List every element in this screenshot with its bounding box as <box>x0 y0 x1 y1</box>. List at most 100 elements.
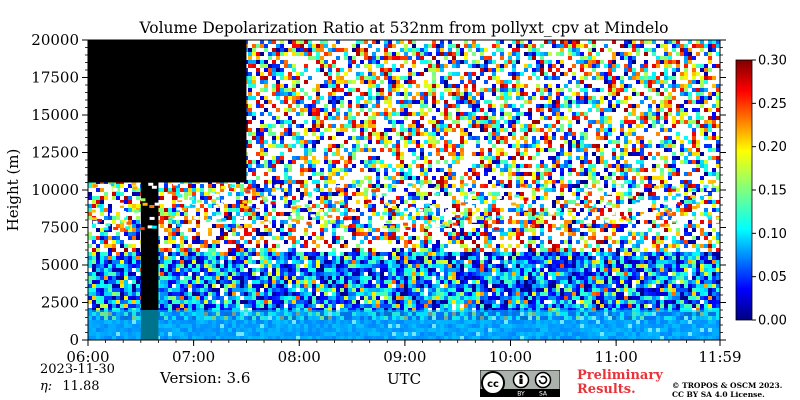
noise-cell <box>136 248 140 252</box>
noise-cell <box>276 136 280 140</box>
noise-cell <box>184 260 188 264</box>
noise-cell <box>452 204 456 208</box>
noise-cell <box>304 108 308 112</box>
noise-cell <box>420 276 424 280</box>
noise-cell <box>336 168 340 172</box>
noise-cell <box>348 92 352 96</box>
noise-cell <box>404 240 408 244</box>
noise-cell <box>208 188 212 192</box>
noise-cell <box>388 208 392 212</box>
noise-cell <box>476 124 480 128</box>
noise-cell <box>288 72 292 76</box>
noise-cell <box>252 196 256 200</box>
noise-cell <box>452 64 456 68</box>
noise-cell <box>340 288 344 292</box>
noise-cell <box>476 232 480 236</box>
noise-cell <box>280 268 284 272</box>
noise-cell <box>264 76 268 80</box>
noise-cell <box>124 188 128 192</box>
noise-cell <box>412 272 416 276</box>
noise-cell <box>348 216 352 220</box>
noise-cell <box>192 288 196 292</box>
noise-cell <box>280 224 284 228</box>
noise-cell <box>368 88 372 92</box>
noise-cell <box>128 236 132 240</box>
noise-cell <box>196 224 200 228</box>
noise-cell <box>316 264 320 268</box>
noise-cell <box>260 148 264 152</box>
noise-cell <box>472 232 476 236</box>
noise-cell <box>308 112 312 116</box>
noise-cell <box>236 208 240 212</box>
noise-cell <box>328 200 332 204</box>
noise-cell <box>376 76 380 80</box>
noise-cell <box>476 44 480 48</box>
noise-cell <box>272 256 276 260</box>
noise-cell <box>312 240 316 244</box>
noise-cell <box>404 48 408 52</box>
noise-cell <box>212 252 216 256</box>
noise-cell <box>336 76 340 80</box>
noise-cell <box>204 292 208 296</box>
noise-cell <box>480 280 484 284</box>
noise-cell <box>160 192 164 196</box>
noise-cell <box>476 248 480 252</box>
noise-cell <box>472 100 476 104</box>
noise-cell <box>324 252 328 256</box>
noise-cell <box>328 84 332 88</box>
noise-cell <box>480 108 484 112</box>
noise-cell <box>388 256 392 260</box>
noise-cell <box>352 264 356 268</box>
noise-cell <box>400 268 404 272</box>
noise-cell <box>372 72 376 76</box>
noise-cell <box>392 212 396 216</box>
noise-cell <box>96 200 100 204</box>
noise-cell <box>280 100 284 104</box>
noise-cell <box>264 48 268 52</box>
noise-cell <box>348 156 352 160</box>
noise-cell <box>248 60 252 64</box>
noise-cell <box>484 156 488 160</box>
noise-cell <box>316 256 320 260</box>
noise-cell <box>124 252 128 256</box>
noise-cell <box>420 300 424 304</box>
noise-cell <box>444 132 448 136</box>
noise-cell <box>448 112 452 116</box>
noise-cell <box>116 260 120 264</box>
noise-cell <box>480 272 484 276</box>
noise-cell <box>472 64 476 68</box>
noise-cell <box>396 52 400 56</box>
noise-cell <box>460 144 464 148</box>
noise-cell <box>376 276 380 280</box>
noise-cell <box>184 256 188 260</box>
noise-cell <box>448 184 452 188</box>
noise-cell <box>436 160 440 164</box>
noise-cell <box>432 88 436 92</box>
noise-cell <box>420 168 424 172</box>
noise-cell <box>252 220 256 224</box>
noise-cell <box>356 140 360 144</box>
noise-cell <box>256 176 260 180</box>
noise-cell <box>400 48 404 52</box>
noise-cell <box>228 292 232 296</box>
noise-cell <box>428 292 432 296</box>
noise-cell <box>484 120 488 124</box>
noise-cell <box>288 268 292 272</box>
noise-cell <box>432 120 436 124</box>
noise-cell <box>328 196 332 200</box>
noise-cell <box>352 88 356 92</box>
noise-cell <box>416 100 420 104</box>
noise-cell <box>292 200 296 204</box>
noise-cell <box>272 160 276 164</box>
noise-cell <box>252 284 256 288</box>
noise-cell <box>100 304 104 308</box>
noise-cell <box>440 40 444 44</box>
noise-cell <box>304 272 308 276</box>
noise-cell <box>432 104 436 108</box>
noise-cell <box>184 284 188 288</box>
noise-cell <box>448 144 452 148</box>
noise-cell <box>212 240 216 244</box>
noise-cell <box>448 284 452 288</box>
noise-cell <box>176 188 180 192</box>
noise-cell <box>304 132 308 136</box>
